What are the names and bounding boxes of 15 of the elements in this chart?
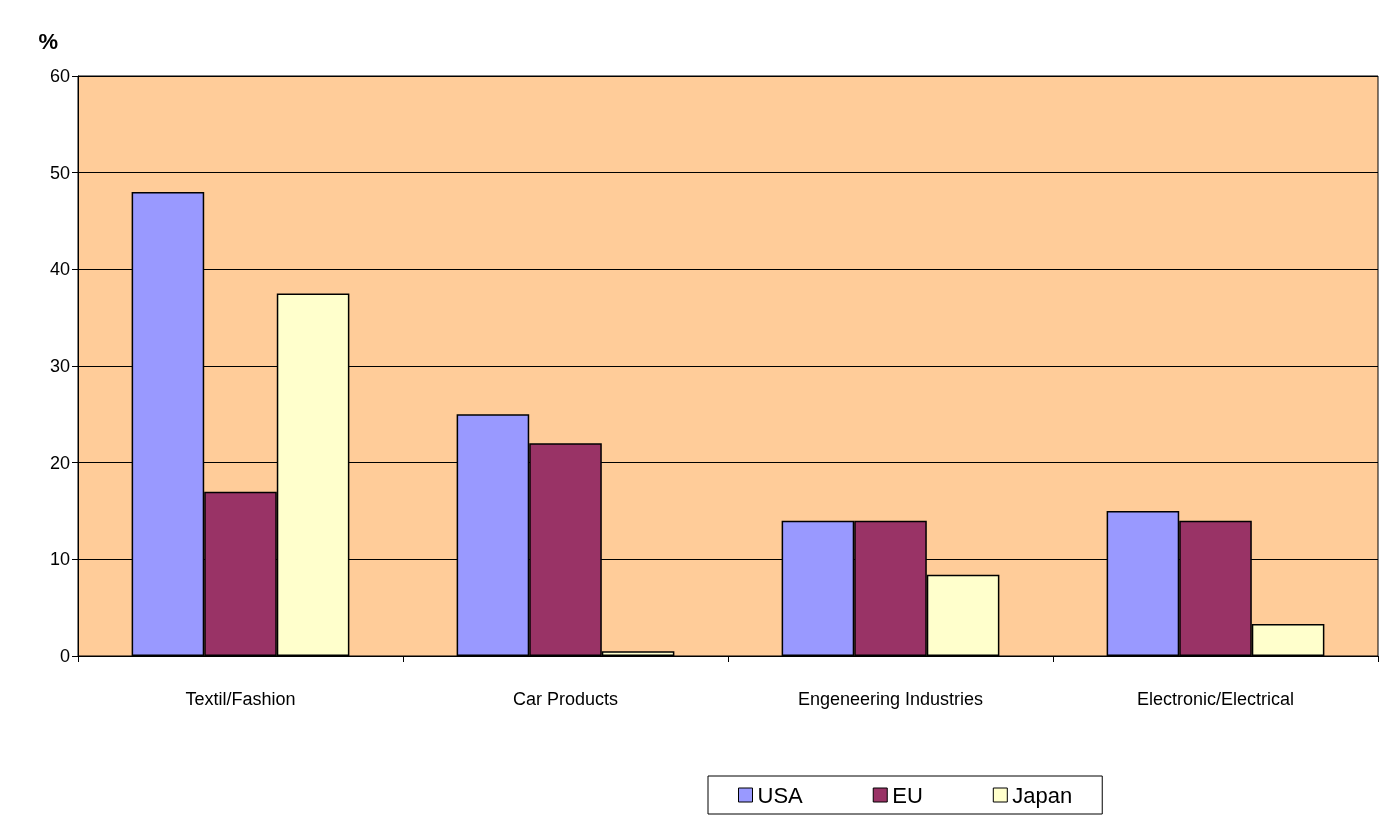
y-tick-label: 60	[49, 66, 70, 86]
legend-label: EU	[892, 782, 923, 808]
y-tick-label: 30	[49, 356, 70, 376]
y-tick-label: 20	[49, 452, 70, 473]
legend-label: Japan	[1012, 782, 1073, 808]
legend-label: USA	[757, 782, 804, 808]
x-tick-label: Electronic/Electrical	[1136, 689, 1295, 709]
y-tick-label: 10	[49, 549, 70, 570]
y-tick-label: 50	[49, 162, 70, 183]
y-axis-title: %	[38, 28, 58, 54]
y-tick-label: 0	[59, 646, 70, 666]
x-tick-label: Engeneering Industries	[797, 689, 984, 709]
x-tick-label: Textil/Fashion	[185, 689, 296, 709]
y-tick-label: 40	[49, 259, 70, 280]
x-tick-label: Car Products	[512, 689, 619, 709]
